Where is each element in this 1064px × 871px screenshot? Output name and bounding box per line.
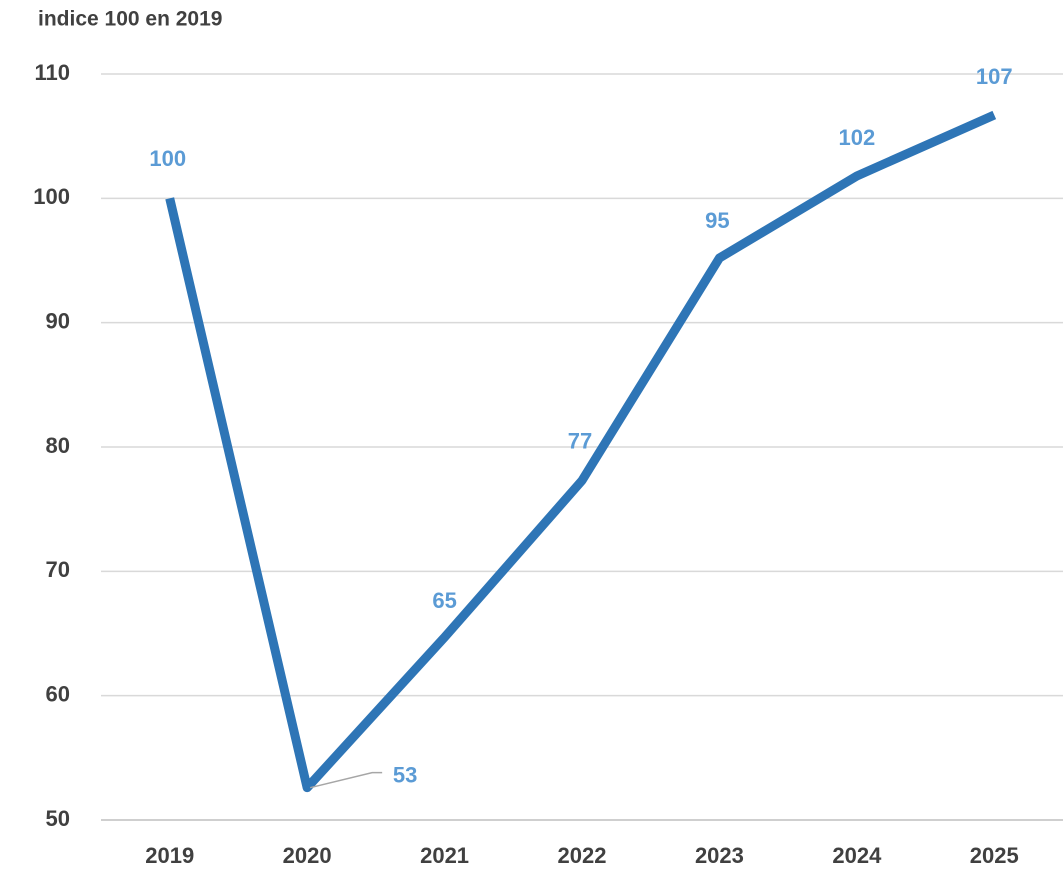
y-tick-label: 80 [46, 433, 70, 458]
x-tick-label: 2020 [283, 843, 332, 868]
data-label: 53 [393, 762, 417, 787]
data-label: 65 [432, 588, 456, 613]
y-tick-label: 100 [33, 184, 70, 209]
y-tick-label: 90 [46, 308, 70, 333]
x-tick-label: 2024 [832, 843, 882, 868]
y-tick-label: 110 [35, 60, 71, 85]
x-tick-label: 2019 [145, 843, 194, 868]
chart-title: indice 100 en 2019 [38, 8, 222, 31]
data-label: 95 [705, 208, 729, 233]
y-tick-label: 50 [46, 806, 70, 831]
x-tick-label: 2023 [695, 843, 744, 868]
data-label: 100 [149, 146, 186, 171]
y-tick-label: 70 [46, 557, 70, 582]
y-tick-label: 60 [46, 681, 70, 706]
data-label: 102 [838, 125, 875, 150]
data-label: 77 [568, 428, 592, 453]
data-label: 107 [976, 64, 1013, 89]
x-tick-label: 2021 [420, 843, 469, 868]
x-tick-label: 2022 [558, 843, 607, 868]
leader-line [309, 771, 383, 789]
line [165, 110, 997, 793]
x-tick-label: 2025 [970, 843, 1019, 868]
